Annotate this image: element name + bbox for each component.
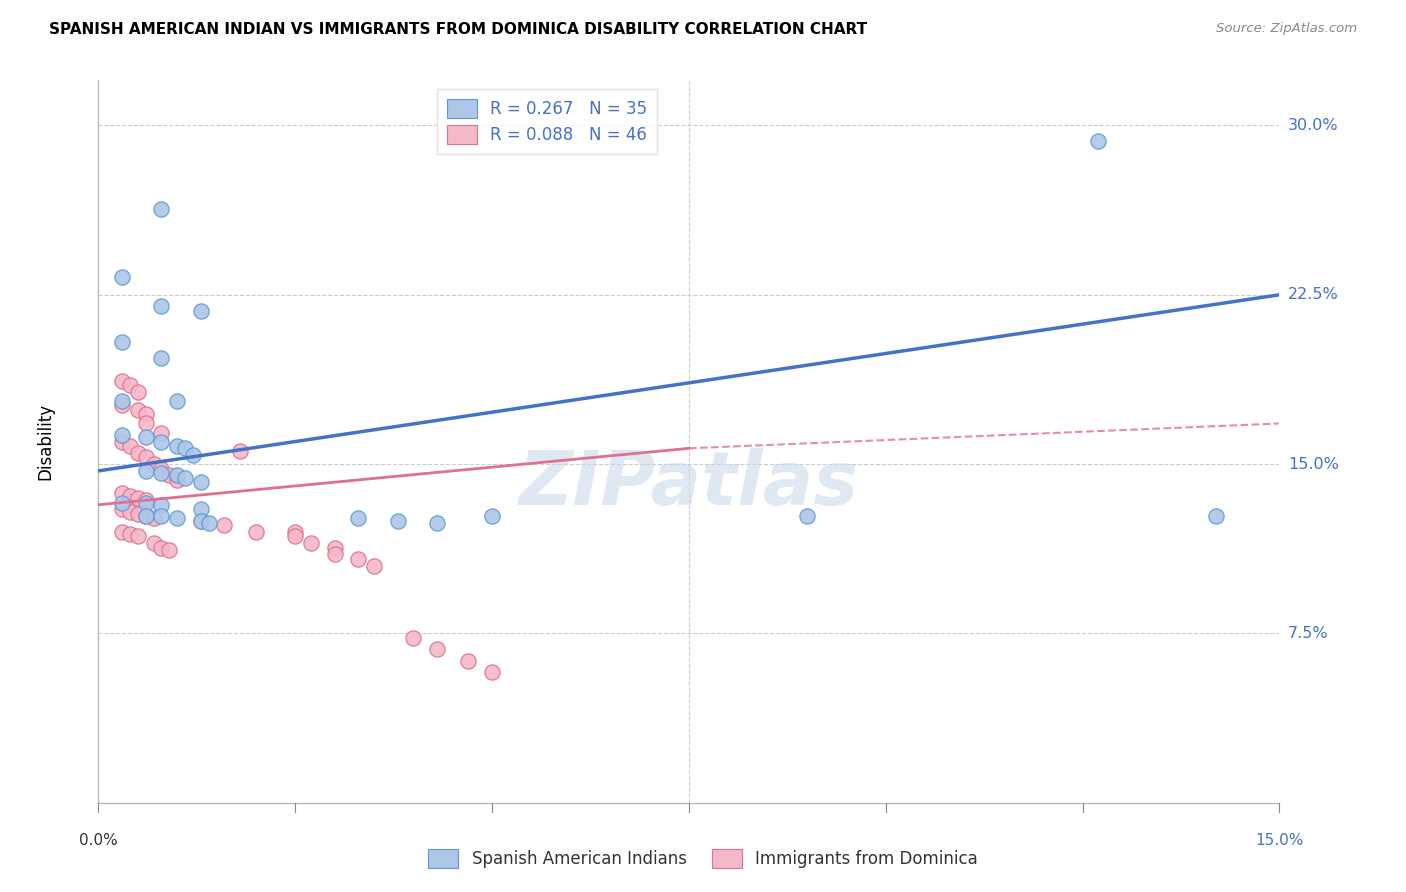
Point bbox=[245, 524, 267, 539]
Point bbox=[190, 303, 212, 318]
Point bbox=[135, 430, 157, 444]
Point bbox=[142, 457, 165, 471]
Point bbox=[323, 548, 346, 562]
Point bbox=[166, 393, 188, 408]
Text: 7.5%: 7.5% bbox=[1288, 626, 1329, 641]
Point bbox=[284, 529, 307, 543]
Text: 0.0%: 0.0% bbox=[79, 833, 118, 848]
Point bbox=[166, 439, 188, 453]
Text: 30.0%: 30.0% bbox=[1288, 118, 1339, 133]
Point bbox=[127, 491, 149, 505]
Point bbox=[166, 511, 188, 525]
Point bbox=[135, 509, 157, 524]
Point bbox=[118, 489, 141, 503]
Point bbox=[135, 495, 157, 509]
Point bbox=[142, 511, 165, 525]
Point bbox=[150, 425, 173, 440]
Point bbox=[457, 654, 479, 668]
Point bbox=[111, 524, 134, 539]
Point bbox=[127, 403, 149, 417]
Point bbox=[157, 542, 180, 557]
Point bbox=[1087, 134, 1109, 148]
Point bbox=[181, 448, 204, 462]
Point bbox=[426, 516, 449, 530]
Point bbox=[796, 509, 818, 524]
Point bbox=[111, 495, 134, 509]
Point bbox=[111, 427, 134, 442]
Point bbox=[387, 514, 409, 528]
Point bbox=[347, 552, 370, 566]
Point bbox=[426, 642, 449, 657]
Point bbox=[214, 518, 236, 533]
Text: 15.0%: 15.0% bbox=[1288, 457, 1339, 472]
Point bbox=[111, 486, 134, 500]
Point bbox=[166, 473, 188, 487]
Point bbox=[150, 202, 173, 216]
Point bbox=[190, 502, 212, 516]
Text: Disability: Disability bbox=[37, 403, 55, 480]
Point bbox=[118, 439, 141, 453]
Text: SPANISH AMERICAN INDIAN VS IMMIGRANTS FROM DOMINICA DISABILITY CORRELATION CHART: SPANISH AMERICAN INDIAN VS IMMIGRANTS FR… bbox=[49, 22, 868, 37]
Point bbox=[1205, 509, 1227, 524]
Point bbox=[135, 417, 157, 431]
Point bbox=[135, 450, 157, 465]
Point bbox=[111, 434, 134, 449]
Point bbox=[118, 527, 141, 541]
Point bbox=[142, 536, 165, 550]
Text: ZIPatlas: ZIPatlas bbox=[519, 449, 859, 522]
Point bbox=[166, 468, 188, 483]
Point bbox=[135, 509, 157, 524]
Point bbox=[402, 631, 425, 645]
Point bbox=[111, 393, 134, 408]
Point bbox=[127, 507, 149, 521]
Point bbox=[323, 541, 346, 555]
Point bbox=[157, 468, 180, 483]
Point bbox=[135, 408, 157, 422]
Legend: Spanish American Indians, Immigrants from Dominica: Spanish American Indians, Immigrants fro… bbox=[422, 842, 984, 875]
Legend: R = 0.267   N = 35, R = 0.088   N = 46: R = 0.267 N = 35, R = 0.088 N = 46 bbox=[437, 88, 658, 153]
Point bbox=[111, 269, 134, 284]
Point bbox=[127, 446, 149, 460]
Text: 22.5%: 22.5% bbox=[1288, 287, 1339, 302]
Point bbox=[150, 466, 173, 480]
Point bbox=[197, 516, 219, 530]
Point bbox=[174, 442, 197, 456]
Point bbox=[111, 335, 134, 350]
Point bbox=[481, 509, 503, 524]
Point bbox=[135, 464, 157, 478]
Point bbox=[135, 493, 157, 508]
Text: 15.0%: 15.0% bbox=[1256, 833, 1303, 848]
Point bbox=[174, 471, 197, 485]
Point bbox=[481, 665, 503, 679]
Point bbox=[284, 524, 307, 539]
Point bbox=[229, 443, 252, 458]
Point bbox=[190, 514, 212, 528]
Point bbox=[299, 536, 322, 550]
Point bbox=[150, 299, 173, 313]
Point bbox=[150, 509, 173, 524]
Point bbox=[363, 558, 385, 573]
Point bbox=[347, 511, 370, 525]
Point bbox=[127, 529, 149, 543]
Point bbox=[111, 374, 134, 388]
Point bbox=[150, 461, 173, 475]
Text: Source: ZipAtlas.com: Source: ZipAtlas.com bbox=[1216, 22, 1357, 36]
Point bbox=[111, 398, 134, 412]
Point bbox=[150, 498, 173, 512]
Point bbox=[150, 434, 173, 449]
Point bbox=[150, 541, 173, 555]
Point bbox=[127, 384, 149, 399]
Point bbox=[190, 514, 212, 528]
Point bbox=[150, 351, 173, 365]
Point bbox=[118, 504, 141, 518]
Point bbox=[190, 475, 212, 490]
Point bbox=[111, 502, 134, 516]
Point bbox=[118, 378, 141, 392]
